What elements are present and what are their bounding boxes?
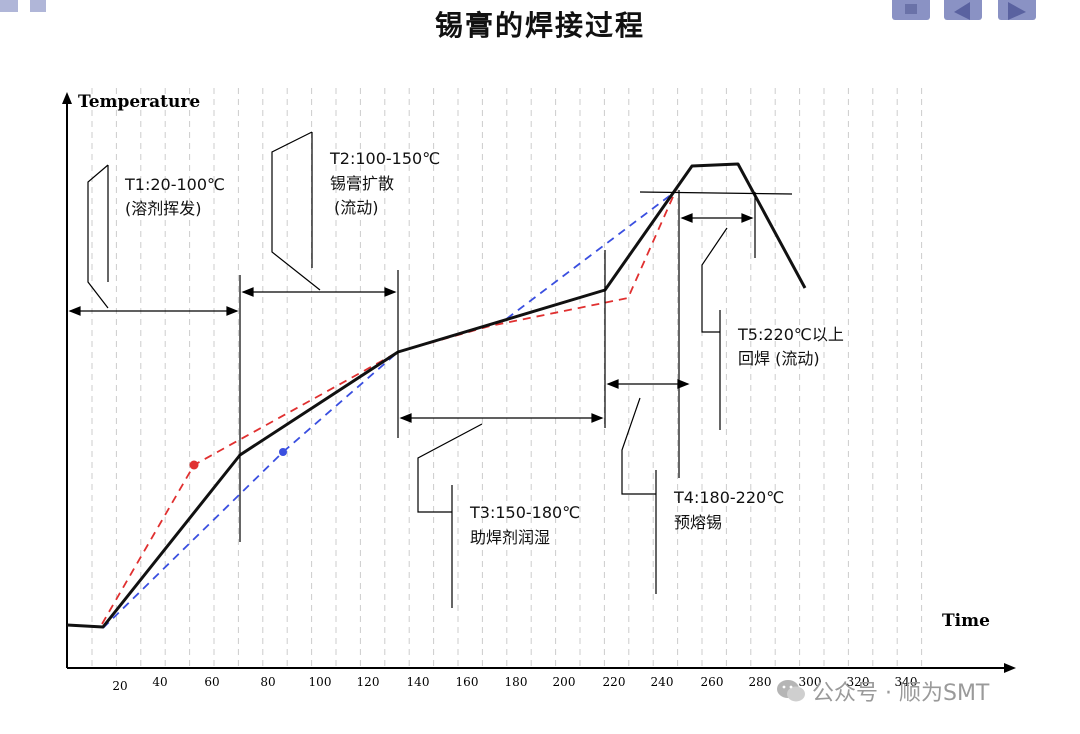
prev-arrow-icon[interactable] (944, 0, 982, 20)
x-tick-label: 100 (309, 675, 332, 689)
watermark-text: 公众号 · 顺为SMT (812, 681, 990, 706)
y-axis-arrow-icon (62, 92, 72, 104)
x-axis-label: Time (942, 611, 990, 631)
x-tick-label: 120 (357, 675, 380, 689)
x-tick-labels: 20 40 60 80 100 120 140 160 180 200 220 240 260 280 30… (112, 675, 917, 693)
x-tick-label: 160 (456, 675, 479, 689)
x-tick-label: 340 (895, 675, 918, 689)
t3-range-label: T3:150-180℃ (469, 503, 580, 522)
t2-desc-label: 锡膏扩散 (330, 174, 394, 193)
x-tick-label: 240 (651, 675, 674, 689)
main-profile-curve (66, 162, 807, 629)
x-tick-label: 300 (799, 675, 822, 689)
x-tick-label: 140 (407, 675, 430, 689)
page-title: 锡膏的焊接过程 (434, 9, 645, 42)
t2-range-label: T2:100-150℃ (329, 149, 440, 168)
t5-desc-label: 回焊 (流动) (738, 349, 820, 368)
zone-span-arrows (68, 213, 754, 423)
y-axis-label: Temperature (78, 92, 200, 112)
x-axis-arrow-icon (1004, 663, 1016, 673)
callout-leaders (87, 131, 728, 608)
t4-desc-label: 预熔锡 (674, 513, 722, 532)
wechat-icon (777, 680, 805, 702)
x-tick-label: 320 (847, 675, 870, 689)
corner-decoration (0, 0, 18, 12)
x-tick-label: 280 (749, 675, 772, 689)
x-tick-label: 260 (701, 675, 724, 689)
t1-desc-label: (溶剂挥发) (125, 199, 202, 218)
blue-profile-curve (102, 193, 673, 629)
t3-desc-label: 助焊剂润湿 (470, 528, 550, 547)
t2-sub-label: (流动) (334, 198, 379, 217)
x-tick-label: 220 (603, 675, 626, 689)
x-tick-label: 80 (260, 675, 275, 689)
blue-point (279, 448, 287, 456)
x-tick-label: 180 (505, 675, 528, 689)
x-tick-label: 40 (152, 675, 167, 689)
corner-decoration (30, 0, 46, 12)
watermark: 公众号 · 顺为SMT (776, 676, 989, 706)
t5-range-label: T5:220℃以上 (737, 325, 844, 344)
zone-labels: T1:20-100℃ (溶剂挥发) T2:100-150℃ 锡膏扩散 (流动) … (124, 149, 844, 547)
home-icon[interactable] (892, 0, 930, 20)
x-tick-label: 20 (112, 679, 127, 693)
x-tick-label: 200 (553, 675, 576, 689)
x-tick-label: 60 (204, 675, 219, 689)
next-arrow-icon[interactable] (998, 0, 1036, 20)
t1-range-label: T1:20-100℃ (124, 175, 225, 194)
red-point (189, 460, 199, 470)
t5-reference-line (639, 191, 793, 195)
t4-range-label: T4:180-220℃ (673, 488, 784, 507)
